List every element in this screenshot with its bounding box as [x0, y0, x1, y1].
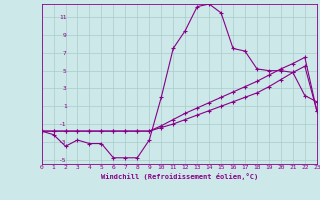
X-axis label: Windchill (Refroidissement éolien,°C): Windchill (Refroidissement éolien,°C) [100, 173, 258, 180]
